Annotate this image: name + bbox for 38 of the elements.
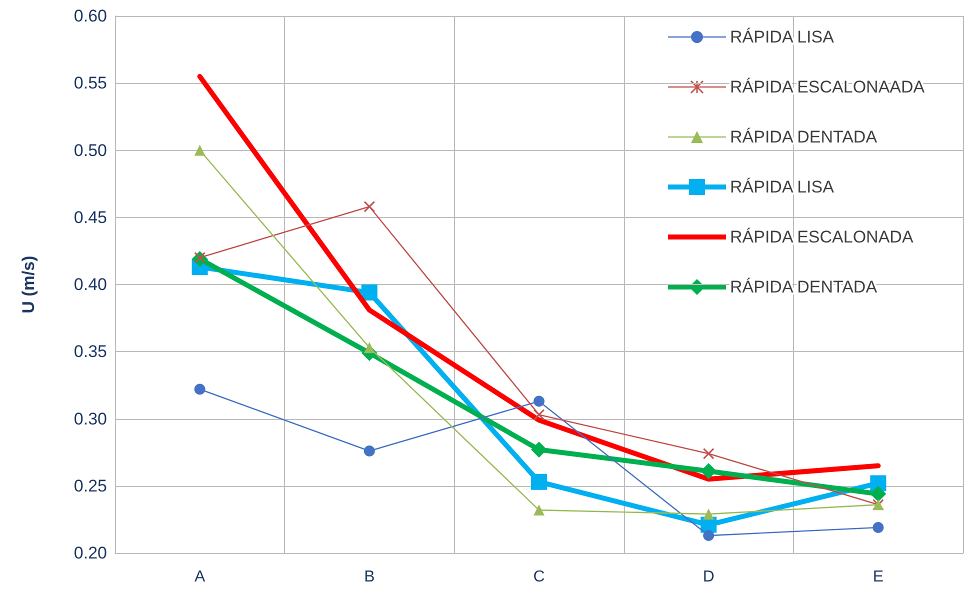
point bbox=[534, 396, 544, 407]
point bbox=[872, 522, 884, 533]
point bbox=[194, 144, 206, 156]
legend-label: RÁPIDA DENTADA bbox=[730, 128, 878, 146]
point bbox=[870, 486, 886, 502]
legend-label: RÁPIDA LISA bbox=[730, 28, 835, 46]
point bbox=[703, 530, 714, 542]
x-tick-label: C bbox=[533, 568, 545, 586]
point bbox=[534, 409, 544, 420]
legend-label: RÁPIDA LISA bbox=[730, 178, 835, 196]
y-tick-label: 0.60 bbox=[74, 6, 107, 26]
y-tick-label: 0.35 bbox=[74, 342, 107, 362]
y-tick-label: 0.45 bbox=[74, 208, 107, 227]
y-tick-label: 0.25 bbox=[74, 476, 107, 496]
y-tick-label: 0.55 bbox=[74, 74, 107, 93]
point bbox=[703, 508, 714, 520]
legend-label: RÁPIDA DENTADA bbox=[730, 278, 878, 296]
point bbox=[364, 201, 375, 212]
point bbox=[703, 448, 714, 460]
x-tick-label: E bbox=[872, 568, 884, 586]
x-tick-label: D bbox=[702, 568, 714, 586]
y-tick-label: 0.30 bbox=[74, 409, 107, 428]
legend-label: RÁPIDA ESCALONADA bbox=[730, 228, 914, 246]
legend-label: RÁPIDA ESCALONAADA bbox=[730, 78, 926, 96]
point bbox=[531, 474, 547, 490]
point bbox=[364, 342, 375, 354]
x-tick-label: A bbox=[194, 568, 206, 586]
point bbox=[194, 384, 206, 395]
y-tick-label: 0.20 bbox=[74, 544, 107, 562]
y-axis-title: U (m/s) bbox=[19, 256, 38, 314]
point bbox=[361, 284, 378, 301]
point bbox=[700, 463, 717, 480]
point bbox=[531, 442, 547, 458]
x-tick-label: B bbox=[364, 568, 375, 586]
point bbox=[534, 504, 544, 516]
y-tick-label: 0.40 bbox=[74, 275, 107, 294]
point bbox=[364, 445, 375, 456]
y-tick-label: 0.50 bbox=[74, 140, 107, 160]
